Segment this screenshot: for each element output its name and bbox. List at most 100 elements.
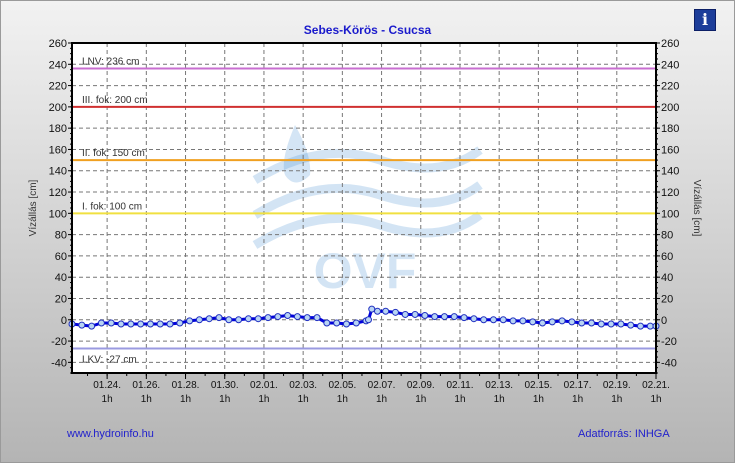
data-point (607, 320, 615, 328)
y-tick-label-right: -40 (661, 357, 677, 369)
data-point (284, 312, 292, 320)
x-tick-hour: 1h (376, 394, 387, 405)
x-tick-date: 02.07. (368, 380, 396, 391)
x-tick-date: 02.05. (328, 380, 356, 391)
data-point (587, 319, 595, 327)
x-tick-date: 01.24. (93, 380, 121, 391)
y-tick-label-right: 20 (661, 293, 673, 305)
data-point (205, 315, 213, 323)
x-tick-date: 02.03. (289, 380, 317, 391)
data-point (313, 314, 321, 322)
data-point (391, 308, 399, 316)
data-point (88, 322, 96, 330)
x-tick-date: 01.30. (211, 380, 239, 391)
threshold-label: II. fok: 150 cm (82, 148, 145, 159)
x-tick-hour: 1h (572, 394, 583, 405)
y-tick-label: 100 (49, 208, 67, 220)
x-tick-hour: 1h (141, 394, 152, 405)
y-tick-label-right: 240 (661, 59, 679, 71)
x-tick-date: 02.21. (642, 380, 670, 391)
data-point (411, 310, 419, 318)
y-tick-label: 260 (49, 38, 67, 50)
threshold-label: I. fok: 100 cm (82, 201, 142, 212)
x-tick-hour: 1h (494, 394, 505, 405)
chart-title: Sebes-Körös - Csucsa (303, 23, 432, 37)
y-tick-label: 180 (49, 123, 67, 135)
data-point (558, 317, 566, 325)
y-tick-label: 220 (49, 81, 67, 93)
y-tick-label: 0 (61, 315, 67, 327)
x-tick-date: 02.11. (446, 380, 473, 391)
hydroinfo-link[interactable]: www.hydroinfo.hu (67, 428, 154, 440)
x-tick-hour: 1h (258, 394, 269, 405)
data-point (156, 320, 164, 328)
x-tick-hour: 1h (533, 394, 544, 405)
data-point (373, 307, 381, 315)
data-point (480, 316, 488, 324)
data-point (519, 317, 527, 325)
y-tick-label-right: 140 (661, 166, 679, 178)
data-point (244, 315, 252, 323)
data-point (431, 313, 439, 321)
data-point (186, 317, 194, 325)
data-point (352, 319, 360, 327)
data-point (440, 313, 448, 321)
y-tick-label-right: 80 (661, 230, 673, 242)
data-point (342, 320, 350, 328)
y-tick-label-right: -20 (661, 336, 677, 348)
y-tick-label: 160 (49, 144, 67, 156)
data-point (274, 313, 282, 321)
data-point (235, 316, 243, 324)
info-icon[interactable]: i (694, 9, 716, 31)
x-tick-date: 02.13. (485, 380, 513, 391)
data-point (146, 320, 154, 328)
x-tick-hour: 1h (337, 394, 348, 405)
y-tick-label-right: 0 (661, 315, 667, 327)
data-point (364, 316, 372, 324)
data-point (254, 315, 262, 323)
data-point (97, 319, 105, 327)
data-point (303, 314, 311, 322)
x-tick-hour: 1h (454, 394, 465, 405)
data-point (215, 314, 223, 322)
data-source: Adatforrás: INHGA (578, 428, 670, 440)
data-point (225, 316, 233, 324)
data-point (509, 317, 517, 325)
x-tick-hour: 1h (650, 394, 661, 405)
y-tick-label-right: 260 (661, 38, 679, 50)
y-tick-label: 140 (49, 166, 67, 178)
data-point (127, 320, 135, 328)
y-axis-label-right: Vízállás [cm] (691, 180, 702, 237)
x-tick-date: 02.15. (524, 380, 552, 391)
x-tick-hour: 1h (298, 394, 309, 405)
data-point (646, 322, 654, 330)
y-tick-label: 40 (55, 272, 67, 284)
threshold-label: LNV: 236 cm (82, 57, 139, 68)
y-tick-label: 60 (55, 251, 67, 263)
data-point (195, 316, 203, 324)
x-tick-date: 02.19. (603, 380, 631, 391)
data-point (548, 318, 556, 326)
data-point (382, 307, 390, 315)
data-point (333, 319, 341, 327)
data-point (470, 315, 478, 323)
y-tick-label-right: 100 (661, 208, 679, 220)
x-tick-date: 02.01. (250, 380, 278, 391)
y-tick-label: -20 (51, 336, 67, 348)
data-point (323, 319, 331, 327)
y-tick-label-right: 160 (661, 144, 679, 156)
y-tick-label: 20 (55, 293, 67, 305)
data-point (78, 321, 86, 329)
data-point (368, 305, 376, 313)
data-point (489, 316, 497, 324)
data-point (421, 312, 429, 320)
water-drop-icon (283, 125, 311, 183)
data-point (617, 320, 625, 328)
data-point (176, 319, 184, 327)
data-point (107, 319, 115, 327)
x-tick-date: 02.09. (407, 380, 435, 391)
data-point (529, 318, 537, 326)
y-tick-label-right: 200 (661, 102, 679, 114)
data-point (117, 320, 125, 328)
